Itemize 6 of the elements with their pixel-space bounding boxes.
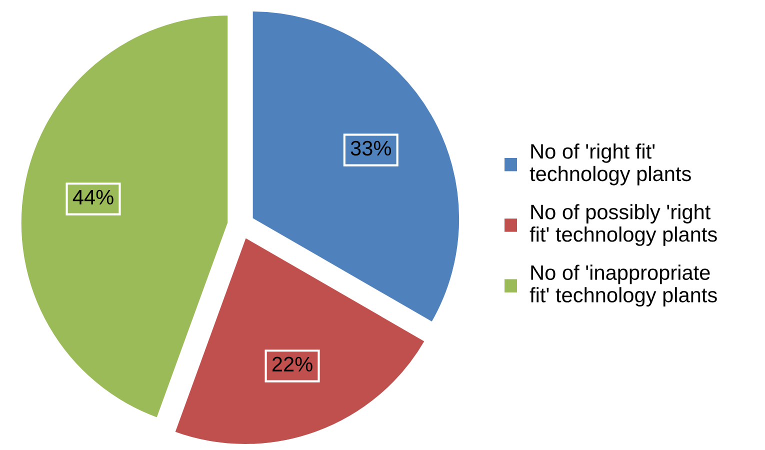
legend-label: No of possibly 'right fit' technology plants [530, 204, 717, 246]
data-label: 22% [272, 356, 312, 372]
legend-label: No of 'right fit' technology plants [530, 143, 691, 186]
data-label: 44% [72, 190, 114, 204]
legend-label: No of 'inappropriate fit' technology plants [530, 264, 717, 307]
data-label: 33% [350, 140, 391, 156]
